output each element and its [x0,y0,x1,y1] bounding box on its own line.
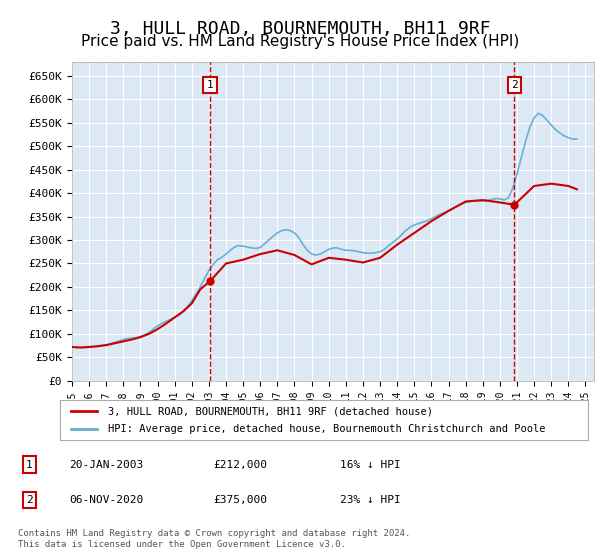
Text: 23% ↓ HPI: 23% ↓ HPI [340,495,401,505]
Text: 2: 2 [26,495,32,505]
Text: 16% ↓ HPI: 16% ↓ HPI [340,460,401,470]
Text: 20-JAN-2003: 20-JAN-2003 [70,460,144,470]
Text: 1: 1 [26,460,32,470]
Text: 3, HULL ROAD, BOURNEMOUTH, BH11 9RF: 3, HULL ROAD, BOURNEMOUTH, BH11 9RF [110,20,490,38]
Text: £375,000: £375,000 [214,495,268,505]
Text: 2: 2 [511,80,518,90]
Text: Contains HM Land Registry data © Crown copyright and database right 2024.
This d: Contains HM Land Registry data © Crown c… [18,529,410,549]
Text: 3, HULL ROAD, BOURNEMOUTH, BH11 9RF (detached house): 3, HULL ROAD, BOURNEMOUTH, BH11 9RF (det… [107,407,433,417]
Text: Price paid vs. HM Land Registry's House Price Index (HPI): Price paid vs. HM Land Registry's House … [81,34,519,49]
Text: £212,000: £212,000 [214,460,268,470]
Text: HPI: Average price, detached house, Bournemouth Christchurch and Poole: HPI: Average price, detached house, Bour… [107,423,545,433]
Text: 06-NOV-2020: 06-NOV-2020 [70,495,144,505]
Text: 1: 1 [206,80,214,90]
